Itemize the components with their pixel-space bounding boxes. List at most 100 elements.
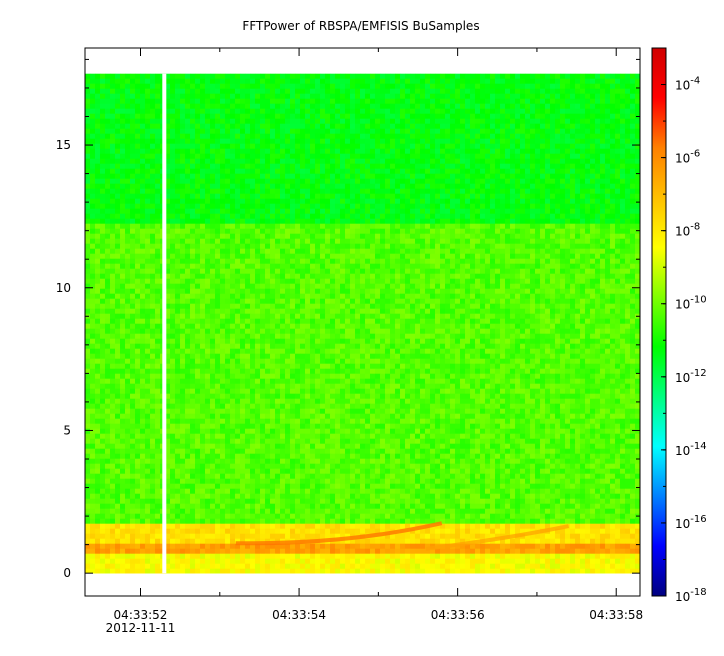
spectrogram-cell bbox=[330, 253, 336, 259]
spectrogram-cell bbox=[150, 268, 156, 274]
spectrogram-cell bbox=[155, 233, 161, 239]
spectrogram-cell bbox=[210, 243, 216, 249]
spectrogram-cell bbox=[370, 203, 376, 209]
spectrogram-cell bbox=[495, 218, 501, 224]
spectrogram-cell bbox=[625, 123, 631, 129]
spectrogram-cell bbox=[420, 283, 426, 289]
spectrogram-cell bbox=[345, 148, 351, 154]
spectrogram-cell bbox=[535, 253, 541, 259]
spectrogram-cell bbox=[430, 138, 436, 144]
spectrogram-cell bbox=[180, 188, 186, 194]
spectrogram-cell bbox=[220, 128, 226, 134]
spectrogram-cell bbox=[120, 258, 126, 264]
spectrogram-cell bbox=[380, 153, 386, 159]
spectrogram-cell bbox=[635, 263, 641, 269]
spectrogram-cell bbox=[565, 158, 571, 164]
spectrogram-cell bbox=[410, 233, 416, 239]
spectrogram-cell bbox=[580, 118, 586, 124]
spectrogram-cell bbox=[135, 118, 141, 124]
spectrogram-cell bbox=[330, 263, 336, 269]
spectrogram-cell bbox=[150, 263, 156, 269]
spectrogram-cell bbox=[135, 168, 141, 174]
spectrogram-cell bbox=[515, 88, 521, 94]
spectrogram-cell bbox=[405, 123, 411, 129]
spectrogram-cell bbox=[335, 218, 341, 224]
spectrogram-cell bbox=[320, 223, 326, 229]
spectrogram-cell bbox=[285, 273, 291, 279]
spectrogram-cell bbox=[325, 283, 331, 289]
spectrogram-cell bbox=[190, 243, 196, 249]
spectrogram-cell bbox=[555, 78, 561, 84]
spectrogram-cell bbox=[290, 263, 296, 269]
spectrogram-cell bbox=[125, 218, 131, 224]
spectrogram-cell bbox=[375, 218, 381, 224]
spectrogram-cell bbox=[435, 123, 441, 129]
spectrogram-cell bbox=[480, 183, 486, 189]
spectrogram-cell bbox=[120, 233, 126, 239]
spectrogram-cell bbox=[345, 283, 351, 289]
spectrogram-cell bbox=[90, 268, 96, 274]
spectrogram-cell bbox=[630, 223, 636, 229]
spectrogram-cell bbox=[335, 183, 341, 189]
spectrogram-cell bbox=[305, 198, 311, 204]
spectrogram-cell bbox=[565, 248, 571, 254]
spectrogram-cell bbox=[165, 288, 171, 294]
spectrogram-cell bbox=[420, 238, 426, 244]
spectrogram-cell bbox=[275, 193, 281, 199]
spectrogram-cell bbox=[580, 208, 586, 214]
spectrogram-cell bbox=[595, 268, 601, 274]
spectrogram-cell bbox=[290, 228, 296, 234]
spectrogram-cell bbox=[135, 198, 141, 204]
spectrogram-cell bbox=[615, 273, 621, 279]
spectrogram-cell bbox=[560, 253, 566, 259]
spectrogram-cell bbox=[515, 183, 521, 189]
spectrogram-cell bbox=[565, 93, 571, 99]
spectrogram-cell bbox=[440, 148, 446, 154]
spectrogram-cell bbox=[285, 83, 291, 89]
spectrogram-cell bbox=[465, 78, 471, 84]
spectrogram-cell bbox=[135, 188, 141, 194]
spectrogram-cell bbox=[185, 258, 191, 264]
spectrogram-cell bbox=[190, 293, 196, 299]
spectrogram-cell bbox=[550, 128, 556, 134]
spectrogram-cell bbox=[245, 208, 251, 214]
spectrogram-cell bbox=[380, 213, 386, 219]
spectrogram-cell bbox=[475, 183, 481, 189]
spectrogram-cell bbox=[235, 123, 241, 129]
spectrogram-cell bbox=[605, 253, 611, 259]
spectrogram-cell bbox=[635, 163, 641, 169]
spectrogram-cell bbox=[190, 228, 196, 234]
spectrogram-cell bbox=[255, 188, 261, 194]
spectrogram-cell bbox=[130, 198, 136, 204]
spectrogram-cell bbox=[240, 133, 246, 139]
spectrogram-cell bbox=[155, 93, 161, 99]
spectrogram-cell bbox=[420, 83, 426, 89]
spectrogram-cell bbox=[315, 238, 321, 244]
spectrogram-cell bbox=[610, 93, 616, 99]
spectrogram-cell bbox=[240, 198, 246, 204]
spectrogram-cell bbox=[275, 258, 281, 264]
spectrogram-cell bbox=[445, 168, 451, 174]
spectrogram-cell bbox=[540, 108, 546, 114]
spectrogram-cell bbox=[510, 238, 516, 244]
spectrogram-cell bbox=[560, 123, 566, 129]
spectrogram-cell bbox=[195, 218, 201, 224]
spectrogram-cell bbox=[505, 93, 511, 99]
spectrogram-cell bbox=[280, 193, 286, 199]
spectrogram-cell bbox=[405, 268, 411, 274]
spectrogram-cell bbox=[625, 243, 631, 249]
spectrogram-cell bbox=[535, 98, 541, 104]
spectrogram-cell bbox=[200, 293, 206, 299]
spectrogram-cell bbox=[390, 103, 396, 109]
spectrogram-cell bbox=[360, 238, 366, 244]
spectrogram-cell bbox=[225, 123, 231, 129]
spectrogram-cell bbox=[570, 278, 576, 284]
spectrogram-cell bbox=[430, 118, 436, 124]
spectrogram-cell bbox=[495, 143, 501, 149]
spectrogram-cell bbox=[95, 133, 101, 139]
spectrogram-cell bbox=[585, 258, 591, 264]
spectrogram-cell bbox=[455, 283, 461, 289]
spectrogram-cell bbox=[190, 143, 196, 149]
spectrogram-cell bbox=[155, 273, 161, 279]
spectrogram-cell bbox=[275, 153, 281, 159]
